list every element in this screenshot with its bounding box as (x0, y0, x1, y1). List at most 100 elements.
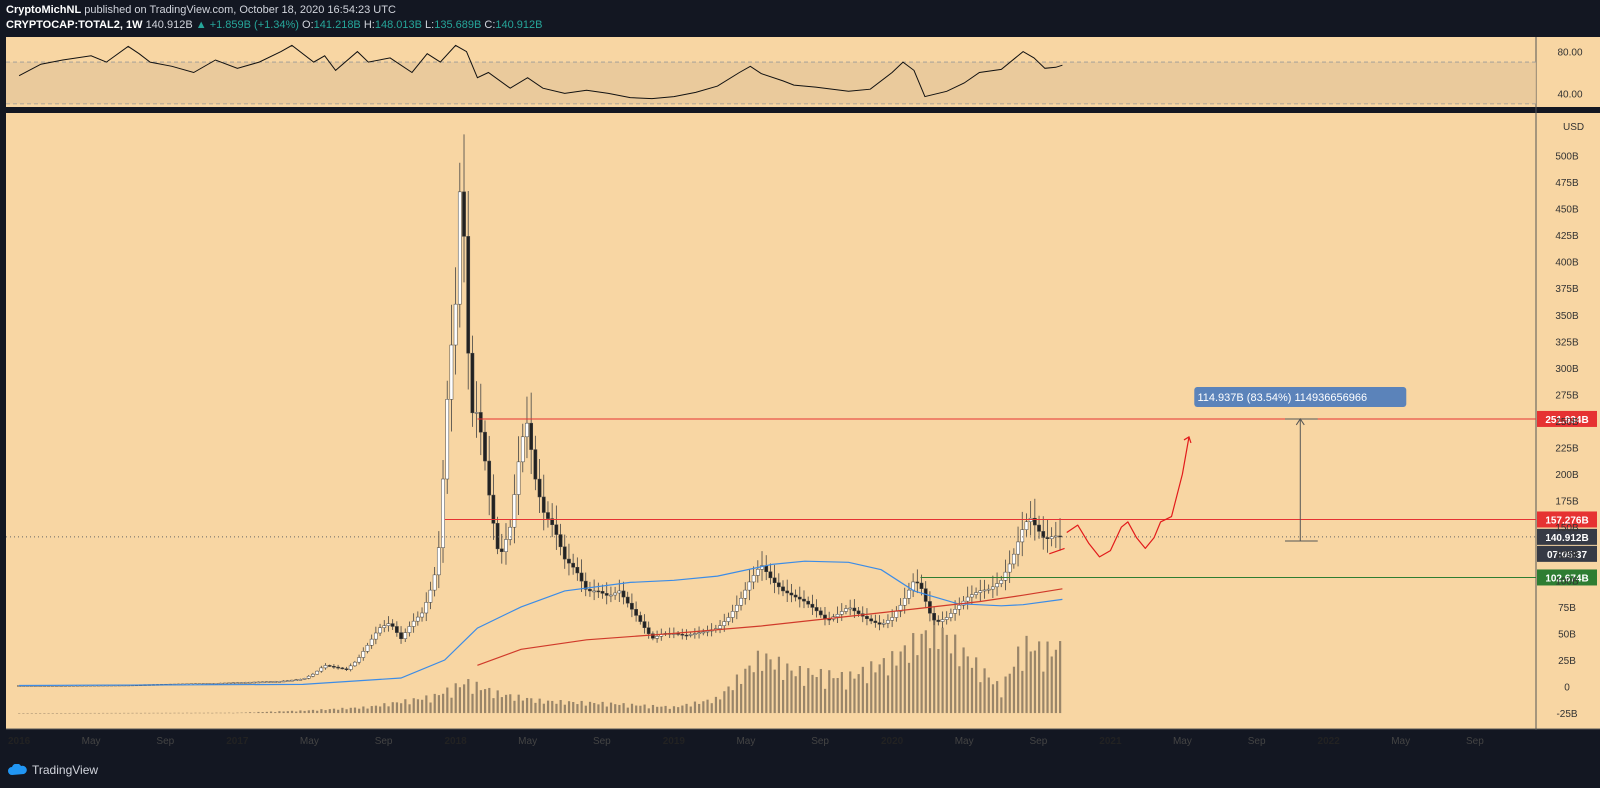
candle[interactable] (588, 581, 592, 597)
candle[interactable] (227, 682, 231, 685)
candle[interactable] (529, 392, 534, 475)
candle[interactable] (986, 584, 991, 594)
candle[interactable] (457, 162, 462, 328)
candle[interactable] (281, 680, 286, 683)
candle[interactable] (273, 680, 277, 683)
candle[interactable] (483, 420, 487, 471)
candle[interactable] (583, 572, 588, 597)
candle[interactable] (390, 619, 395, 631)
candle[interactable] (646, 621, 651, 639)
candle[interactable] (562, 534, 567, 569)
ma-red-line[interactable] (477, 588, 1063, 666)
candle[interactable] (378, 623, 382, 637)
candle[interactable] (269, 680, 273, 683)
candle[interactable] (369, 634, 374, 649)
candle[interactable] (516, 436, 521, 515)
candle[interactable] (495, 516, 500, 555)
candle[interactable] (327, 664, 332, 667)
candle[interactable] (693, 628, 697, 639)
candle[interactable] (541, 474, 546, 531)
tradingview-logo[interactable]: TradingView (8, 763, 98, 777)
candle[interactable] (382, 620, 387, 633)
candle[interactable] (638, 611, 643, 625)
candle[interactable] (298, 678, 303, 681)
candle[interactable] (1045, 520, 1050, 553)
candle[interactable] (940, 611, 945, 628)
candle[interactable] (982, 579, 987, 599)
candle[interactable] (844, 605, 848, 615)
candle[interactable] (802, 590, 806, 609)
candle[interactable] (600, 584, 605, 599)
candle[interactable] (797, 586, 802, 608)
candle[interactable] (357, 654, 361, 665)
candle[interactable] (751, 566, 756, 590)
candle[interactable] (839, 603, 844, 621)
candle[interactable] (701, 628, 706, 636)
candle[interactable] (243, 681, 248, 684)
candle[interactable] (533, 435, 538, 491)
rsi-line[interactable] (18, 44, 1063, 100)
candle[interactable] (306, 675, 311, 680)
candle[interactable] (264, 681, 269, 683)
candle[interactable] (957, 597, 962, 616)
candle[interactable] (1012, 548, 1016, 569)
candle[interactable] (420, 607, 424, 622)
candle[interactable] (818, 607, 823, 618)
candle[interactable] (340, 667, 345, 670)
candle[interactable] (789, 584, 794, 603)
candle[interactable] (835, 606, 840, 624)
candle[interactable] (680, 628, 685, 640)
candle[interactable] (995, 572, 999, 596)
candle[interactable] (936, 615, 941, 626)
candle[interactable] (344, 666, 349, 672)
candle[interactable] (285, 679, 290, 682)
candle[interactable] (487, 435, 492, 516)
candle[interactable] (949, 608, 953, 622)
candle[interactable] (953, 600, 957, 621)
candle[interactable] (294, 678, 298, 681)
candle[interactable] (806, 596, 811, 608)
candle[interactable] (852, 599, 857, 618)
candle[interactable] (877, 615, 882, 631)
candle[interactable] (726, 612, 731, 626)
candle[interactable] (504, 523, 508, 565)
candle[interactable] (558, 523, 563, 556)
candle[interactable] (978, 579, 983, 602)
candle[interactable] (1041, 516, 1046, 550)
candle[interactable] (743, 582, 748, 605)
candle[interactable] (395, 621, 399, 637)
candle[interactable] (621, 581, 626, 605)
candle[interactable] (399, 626, 403, 644)
candle[interactable] (323, 663, 328, 670)
candle[interactable] (512, 474, 517, 544)
candle[interactable] (915, 569, 920, 594)
candle[interactable] (466, 191, 471, 390)
candle[interactable] (907, 582, 911, 605)
candle[interactable] (865, 608, 869, 626)
candle[interactable] (571, 553, 575, 575)
candle[interactable] (814, 599, 819, 618)
candle[interactable] (991, 575, 995, 599)
candle[interactable] (353, 660, 357, 667)
candle[interactable] (470, 335, 475, 427)
candle[interactable] (537, 459, 542, 514)
candle[interactable] (407, 621, 412, 637)
candle[interactable] (634, 601, 638, 622)
candle[interactable] (491, 474, 496, 540)
candle[interactable] (256, 681, 261, 684)
candle[interactable] (592, 579, 596, 601)
candle[interactable] (361, 647, 366, 661)
candle[interactable] (567, 543, 571, 576)
candle[interactable] (902, 587, 907, 614)
candle[interactable] (651, 631, 655, 641)
candle[interactable] (445, 380, 450, 494)
candle[interactable] (718, 620, 722, 634)
candle[interactable] (403, 628, 408, 643)
candle[interactable] (546, 501, 550, 528)
candle[interactable] (336, 664, 340, 670)
candle[interactable] (869, 614, 873, 625)
candle[interactable] (302, 677, 307, 680)
publisher-name[interactable]: CryptoMichNL (6, 4, 82, 16)
candle[interactable] (579, 559, 584, 593)
